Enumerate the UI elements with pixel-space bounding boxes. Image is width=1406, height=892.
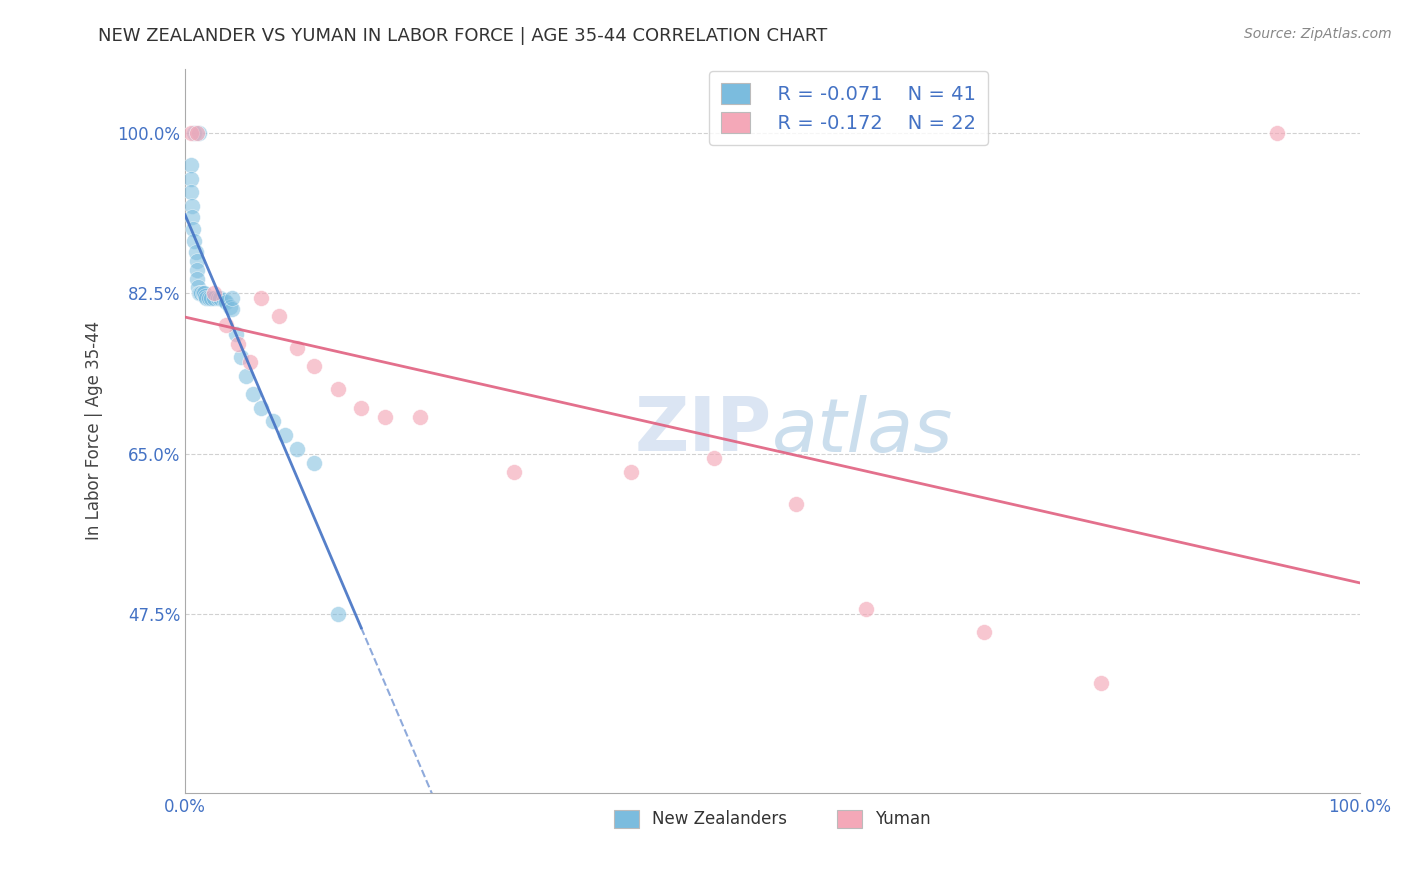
Point	[855, 602, 877, 616]
Point	[239, 355, 262, 369]
Point	[180, 126, 202, 140]
Point	[242, 387, 264, 401]
Point	[193, 286, 215, 301]
Point	[181, 199, 204, 213]
Point	[1090, 675, 1112, 690]
Point	[188, 286, 211, 301]
Point	[267, 309, 290, 323]
Point	[620, 465, 643, 479]
Text: atlas: atlas	[772, 394, 953, 467]
Point	[186, 254, 208, 268]
Point	[785, 497, 807, 511]
Point	[262, 414, 284, 428]
Point	[186, 263, 208, 277]
Point	[202, 291, 225, 305]
Point	[209, 291, 232, 305]
Point	[302, 456, 325, 470]
Point	[973, 625, 995, 640]
Y-axis label: In Labor Force | Age 35-44: In Labor Force | Age 35-44	[86, 321, 103, 541]
Point	[212, 293, 235, 307]
Point	[183, 126, 205, 140]
Point	[274, 428, 297, 442]
Point	[188, 286, 211, 301]
Point	[221, 291, 243, 305]
Point	[187, 279, 209, 293]
Point	[285, 341, 308, 355]
Point	[235, 368, 257, 383]
Point	[184, 244, 207, 259]
Text: Source: ZipAtlas.com: Source: ZipAtlas.com	[1244, 27, 1392, 41]
Point	[374, 409, 396, 424]
Point	[250, 291, 273, 305]
Point	[195, 291, 218, 305]
Point	[186, 272, 208, 286]
Point	[207, 291, 229, 305]
Point	[218, 300, 240, 314]
Point	[503, 465, 526, 479]
Point	[186, 126, 208, 140]
Point	[221, 301, 243, 316]
Point	[180, 186, 202, 200]
Point	[285, 442, 308, 456]
Point	[215, 295, 238, 310]
Point	[181, 222, 204, 236]
Point	[183, 234, 205, 248]
Point	[215, 318, 238, 333]
Point	[180, 158, 202, 172]
Point	[194, 289, 217, 303]
Point	[202, 286, 225, 301]
Point	[225, 327, 247, 342]
Legend: New Zealanders, Yuman: New Zealanders, Yuman	[607, 803, 938, 835]
Point	[188, 126, 211, 140]
Point	[200, 291, 222, 305]
Text: ZIP: ZIP	[636, 394, 772, 467]
Point	[250, 401, 273, 415]
Point	[197, 291, 219, 305]
Point	[231, 351, 253, 365]
Point	[326, 382, 349, 396]
Point	[350, 401, 373, 415]
Text: NEW ZEALANDER VS YUMAN IN LABOR FORCE | AGE 35-44 CORRELATION CHART: NEW ZEALANDER VS YUMAN IN LABOR FORCE | …	[98, 27, 828, 45]
Point	[1265, 126, 1288, 140]
Point	[326, 607, 349, 621]
Point	[191, 286, 214, 301]
Point	[226, 336, 249, 351]
Point	[180, 171, 202, 186]
Point	[190, 286, 212, 301]
Point	[302, 359, 325, 374]
Point	[181, 210, 204, 224]
Point	[409, 409, 432, 424]
Point	[703, 451, 725, 466]
